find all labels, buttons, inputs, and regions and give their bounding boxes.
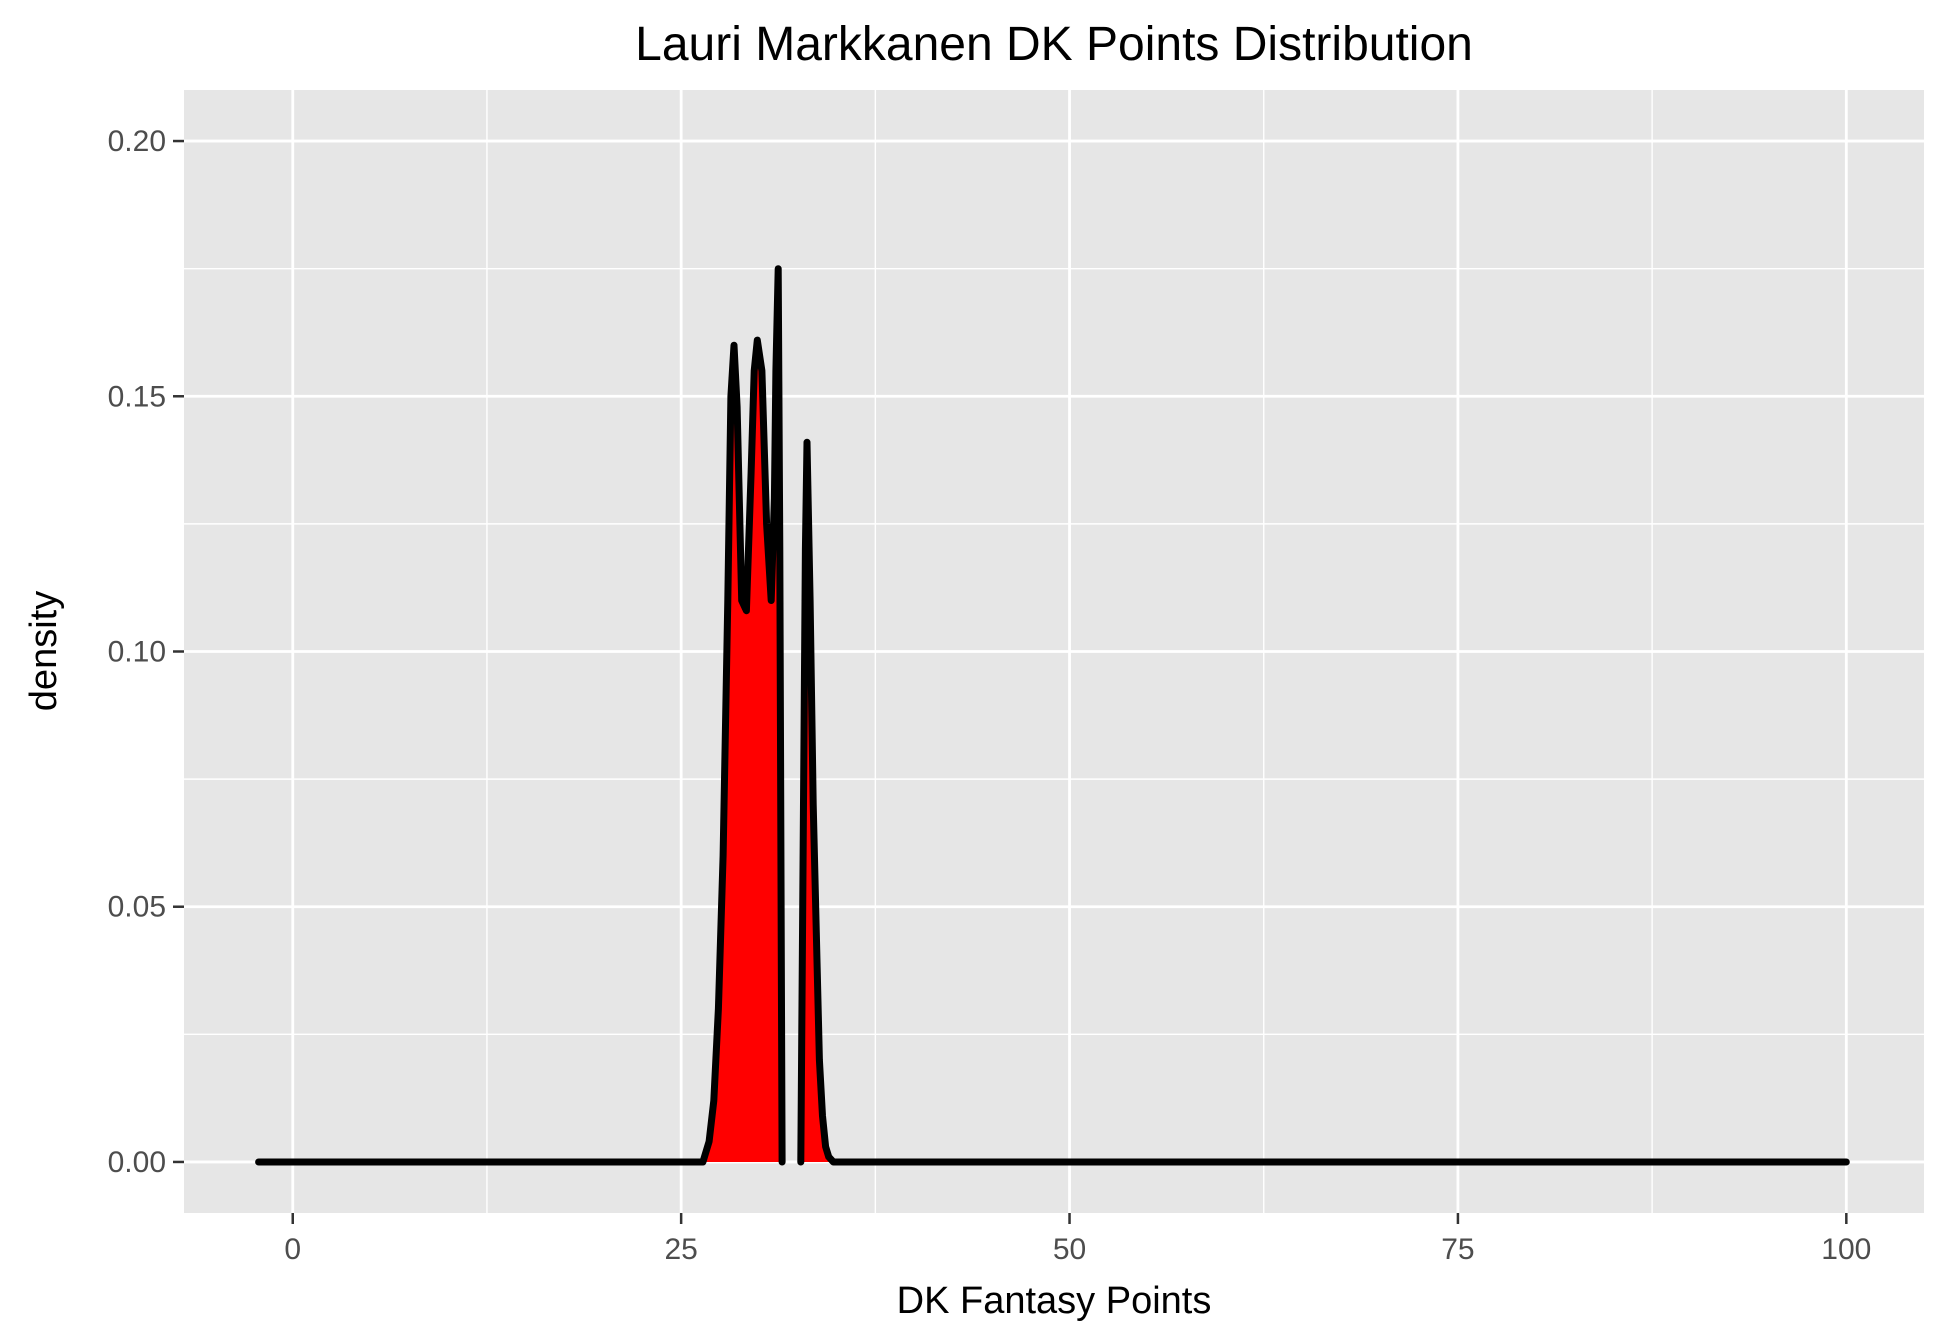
density-fill-areas bbox=[258, 268, 1847, 1162]
density-line-segment-2 bbox=[797, 438, 1850, 1166]
chart-title: Lauri Markkanen DK Points Distribution bbox=[635, 18, 1473, 71]
density-fill-segment-1 bbox=[258, 268, 783, 1162]
x-tick-label: 100 bbox=[1821, 1233, 1871, 1266]
density-line-segment-1 bbox=[255, 265, 786, 1166]
y-tick-label: 0.20 bbox=[108, 125, 166, 158]
y-tick-label: 0.15 bbox=[108, 380, 166, 413]
y-tick-label: 0.10 bbox=[108, 636, 166, 669]
x-axis-title: DK Fantasy Points bbox=[897, 1280, 1212, 1322]
x-tick-label: 25 bbox=[664, 1233, 697, 1266]
x-tick-label: 50 bbox=[1053, 1233, 1086, 1266]
density-curve-lines bbox=[255, 265, 1850, 1166]
x-tick-label: 0 bbox=[284, 1233, 301, 1266]
y-tick-label: 0.00 bbox=[108, 1146, 166, 1179]
x-axis-ticks: 0 25 50 75 100 bbox=[284, 1213, 1871, 1266]
y-axis-title: density bbox=[23, 591, 65, 711]
x-tick-label: 75 bbox=[1441, 1233, 1474, 1266]
y-axis-ticks: 0.00 0.05 0.10 0.15 0.20 bbox=[108, 125, 184, 1179]
y-tick-label: 0.05 bbox=[108, 891, 166, 924]
